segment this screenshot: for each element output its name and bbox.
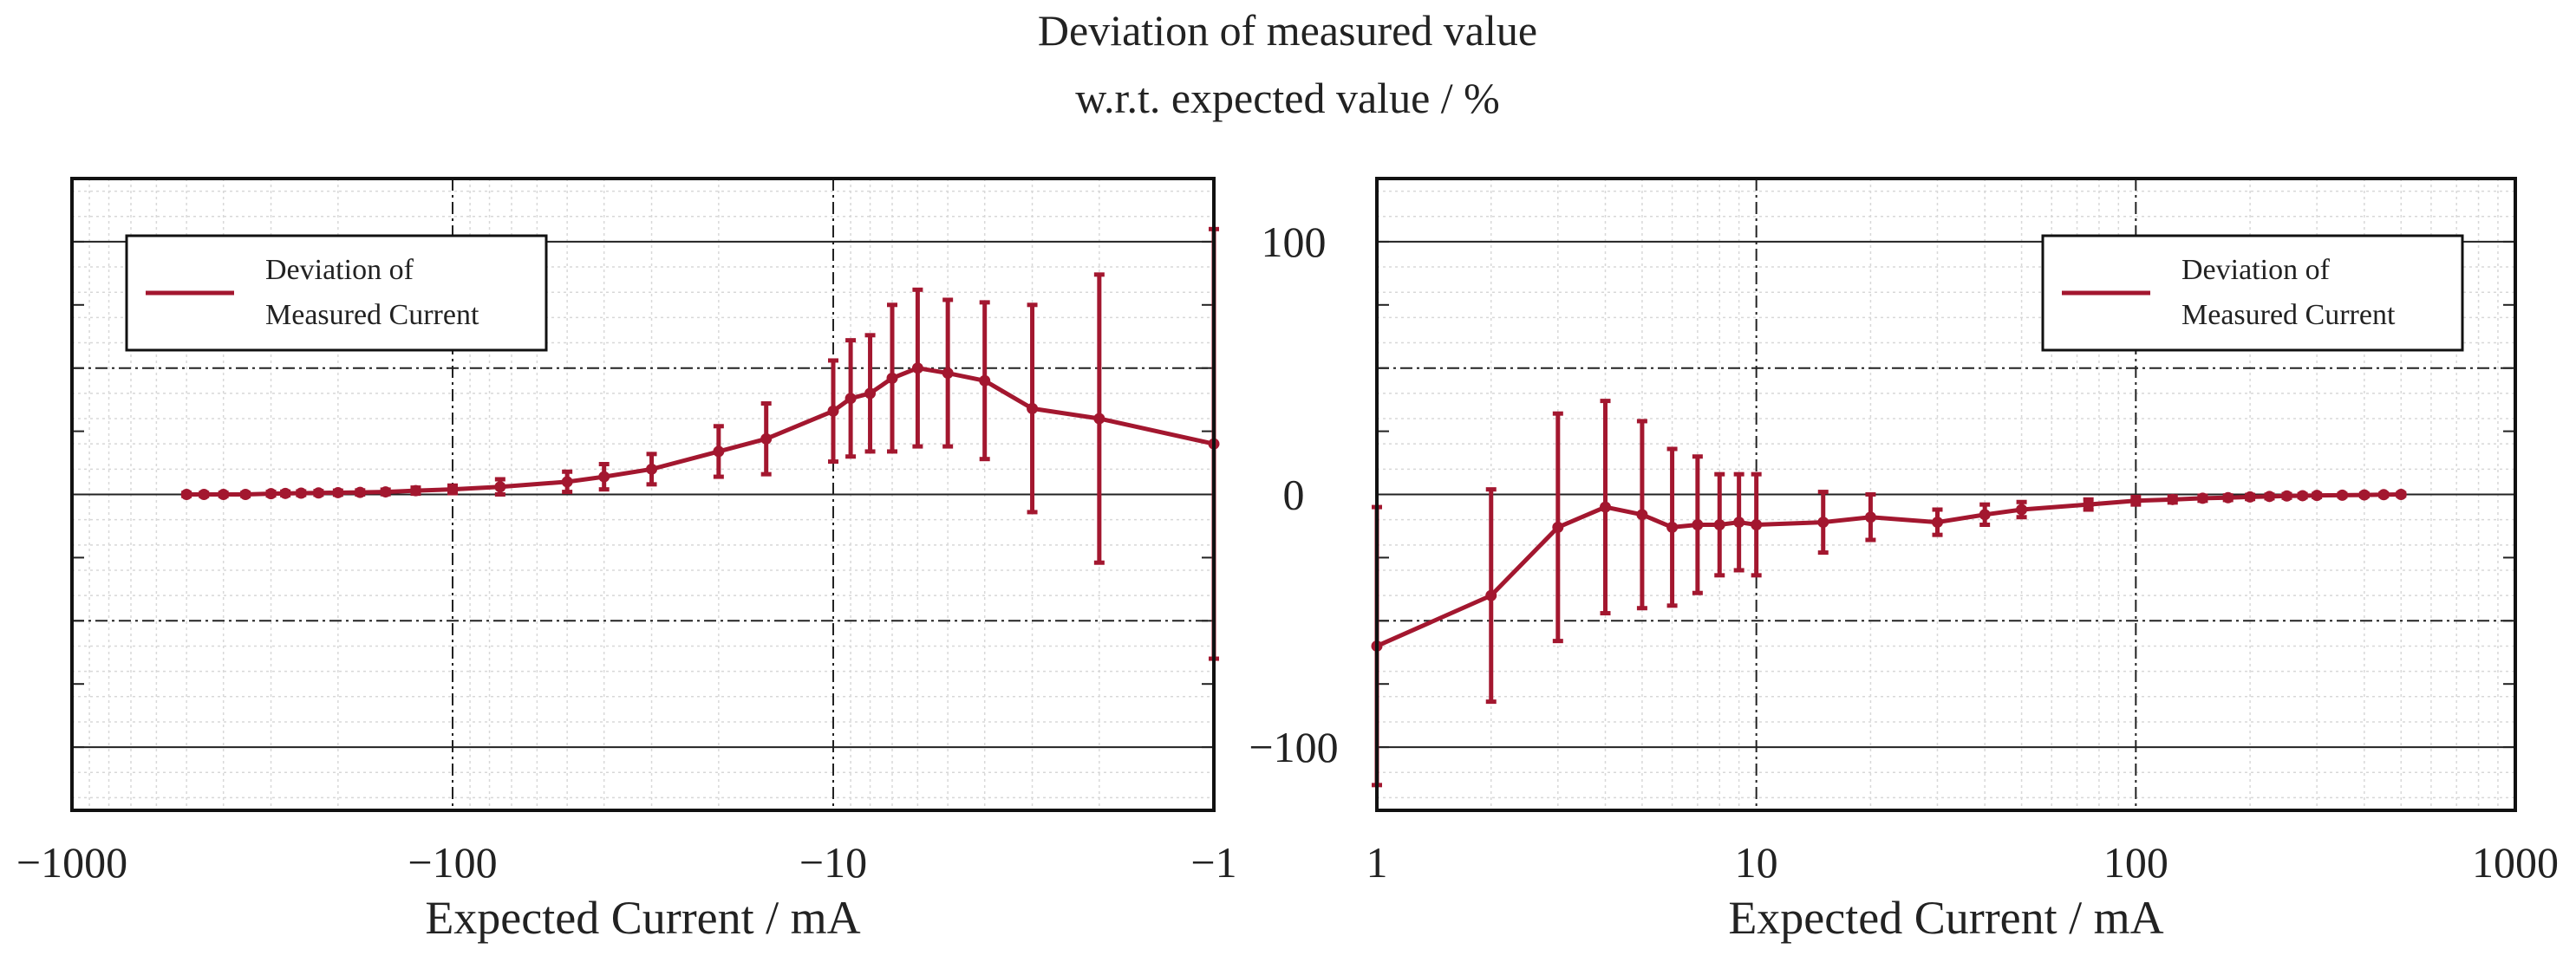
data-point xyxy=(1817,517,1829,529)
data-point xyxy=(1751,518,1763,530)
data-point xyxy=(2244,491,2256,503)
data-point xyxy=(409,484,421,497)
data-point xyxy=(1600,501,1612,513)
x-tick-label: 10 xyxy=(1735,838,1778,887)
x-tick-label: 100 xyxy=(2103,838,2168,887)
data-point xyxy=(180,489,192,500)
x-tick-label: −100 xyxy=(408,838,497,887)
legend: Deviation of Measured Current xyxy=(125,234,548,352)
data-point xyxy=(354,486,366,498)
data-point xyxy=(2377,489,2390,501)
data-point xyxy=(2196,492,2208,504)
data-point xyxy=(279,487,291,499)
x-axis-label: Expected Current / mA xyxy=(1728,892,2163,944)
data-point xyxy=(1979,509,1991,521)
data-point xyxy=(1636,509,1648,521)
x-tick-label: 1000 xyxy=(2472,838,2559,887)
data-point xyxy=(713,445,725,458)
data-point xyxy=(886,372,898,384)
chart-title-line-2: w.r.t. expected value / % xyxy=(1075,74,1500,122)
data-point xyxy=(760,432,773,445)
data-point xyxy=(312,487,324,499)
data-point xyxy=(2129,495,2142,507)
data-point xyxy=(1692,518,1704,530)
data-point xyxy=(332,486,344,498)
y-tick-label: −100 xyxy=(1249,723,1338,771)
data-point xyxy=(1713,518,1725,530)
data-point xyxy=(1027,402,1039,414)
x-tick-label: −1000 xyxy=(16,838,127,887)
data-point xyxy=(1733,517,1745,529)
data-point xyxy=(1552,521,1564,533)
data-point xyxy=(845,393,857,405)
data-point xyxy=(494,481,506,493)
panel-negative-current: −1000 −100 −10 −1 Expected Current / mA Devia… xyxy=(16,177,1237,944)
data-point xyxy=(2083,498,2095,510)
x-tick-label: −1 xyxy=(1190,838,1236,887)
data-point xyxy=(447,484,459,496)
data-point xyxy=(646,463,658,475)
data-point xyxy=(218,489,230,500)
plot-frame xyxy=(1375,177,2517,812)
data-point xyxy=(561,476,573,488)
chart-title-line-1: Deviation of measured value xyxy=(1038,6,1537,55)
y-tick-labels: 100 0 −100 xyxy=(1249,218,1338,771)
data-point xyxy=(2336,489,2348,501)
data-point xyxy=(979,374,991,387)
data-point xyxy=(1485,589,1497,601)
data-point xyxy=(239,489,251,500)
series-line xyxy=(186,366,1215,497)
data-point xyxy=(2016,504,2028,516)
data-point xyxy=(2297,490,2309,502)
data-point xyxy=(2395,489,2407,500)
data-point xyxy=(911,362,923,374)
data-point xyxy=(1864,511,1876,523)
panel-positive-current: 1 10 100 1000 Expected Current / mA Deviation… xyxy=(1366,177,2559,944)
x-axis-label: Expected Current / mA xyxy=(425,892,860,944)
data-point xyxy=(2263,491,2275,503)
data-point xyxy=(1931,517,1943,529)
plot-frame xyxy=(70,177,1216,812)
data-point xyxy=(2222,491,2234,504)
data-point xyxy=(2358,489,2371,501)
x-tick-label: −10 xyxy=(799,838,867,887)
data-point xyxy=(380,486,392,498)
data-point xyxy=(598,471,610,483)
data-point xyxy=(2311,490,2323,502)
legend-label-line-1: Deviation of xyxy=(265,254,414,286)
legend: Deviation of Measured Current xyxy=(2041,234,2464,352)
data-point xyxy=(2167,493,2179,505)
data-point xyxy=(1666,521,1679,533)
legend-label-line-1: Deviation of xyxy=(2181,254,2331,286)
x-tick-label: 1 xyxy=(1366,838,1388,887)
data-point xyxy=(2280,490,2292,502)
data-point xyxy=(827,405,839,417)
chart-title: Deviation of measured value w.r.t. expect… xyxy=(1038,6,1537,122)
y-tick-label: 0 xyxy=(1283,471,1305,519)
data-point xyxy=(295,487,307,499)
data-point xyxy=(864,387,877,400)
data-point xyxy=(1093,413,1105,425)
data-point xyxy=(265,488,277,500)
legend-label-line-2: Measured Current xyxy=(265,299,479,331)
y-tick-label: 100 xyxy=(1262,218,1327,266)
legend-label-line-2: Measured Current xyxy=(2181,299,2396,331)
data-point xyxy=(198,489,210,500)
data-point xyxy=(942,367,954,380)
